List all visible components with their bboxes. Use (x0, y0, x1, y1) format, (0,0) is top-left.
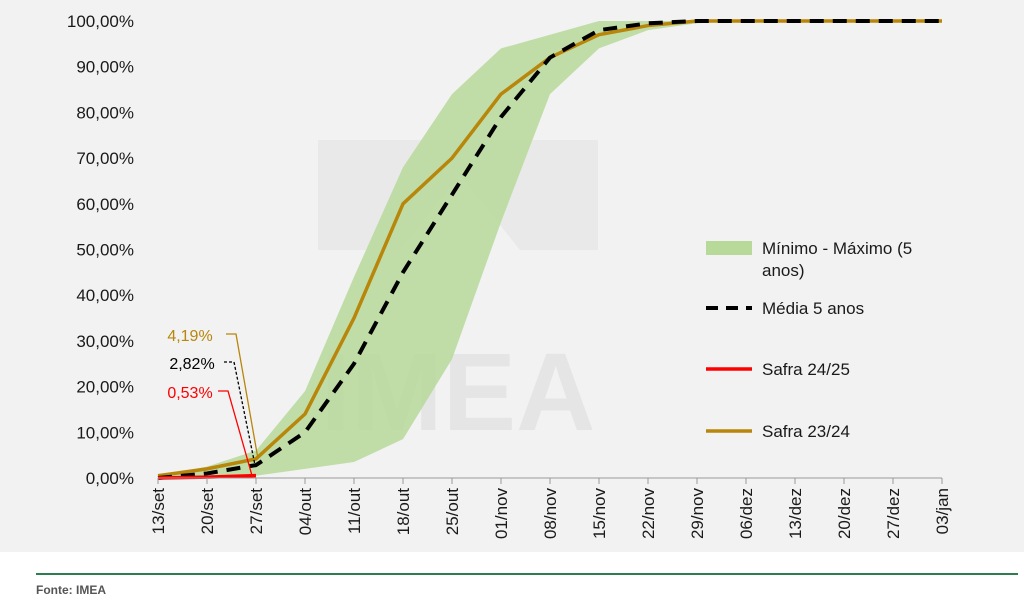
x-tick-label: 20/dez (835, 488, 854, 539)
annotation-leader-safra-23-24 (226, 333, 259, 459)
x-tick-label: 27/set (247, 488, 266, 535)
y-tick-label: 70,00% (76, 149, 134, 168)
y-tick-label: 90,00% (76, 58, 134, 77)
x-tick-label: 13/set (149, 488, 168, 535)
x-tick-label: 06/dez (737, 488, 756, 539)
y-tick-label: 50,00% (76, 241, 134, 260)
y-tick-label: 10,00% (76, 423, 134, 442)
legend-label-safra-24-25: Safra 24/25 (762, 360, 850, 379)
y-axis: 0,00% 10,00% 20,00% 30,00% 40,00% 50,00% 60,00… (67, 12, 134, 488)
annotation-label-media-5-anos: 2,82% (169, 356, 214, 373)
annotation-leader-media-5-anos (224, 361, 256, 466)
y-tick-label: 80,00% (76, 103, 134, 122)
x-tick-label: 22/nov (639, 488, 658, 540)
legend-label-minimo-maximo-5-anos: anos) (762, 261, 805, 280)
x-tick-label: 20/set (198, 488, 217, 535)
series-line-media-5-anos (157, 19, 942, 480)
annotations: 4,19% 2,82% 0,53% (167, 328, 259, 476)
legend: Mínimo - Máximo (5 anos) Média 5 anos Safra… (706, 239, 912, 441)
x-tick-label: 11/out (345, 488, 364, 534)
line-chart: IMEA 0,00%10,00%20,00%30,00%40,00%50,00%… (67, 12, 952, 540)
annotation-leader-safra-24-25 (218, 390, 253, 476)
y-tick-label: 20,00% (76, 378, 134, 397)
legend-label-safra-23-24: Safra 23/24 (762, 422, 850, 441)
footer-divider (36, 573, 1018, 575)
x-tick-label: 15/nov (590, 488, 609, 540)
x-tick-label: 13/dez (786, 488, 805, 539)
x-tick-label: 03/jan (933, 488, 952, 534)
chart-panel: IMEA 0,00% 10,00% 20,00% 30,00% 40,00% 50,00%… (0, 0, 1024, 552)
annotation-label-safra-24-25: 0,53% (167, 385, 212, 402)
x-tick-label: 18/out (394, 488, 413, 536)
y-tick-label: 30,00% (76, 332, 134, 351)
x-tick-label: 29/nov (688, 488, 707, 540)
source-note: Fonte: IMEA (36, 583, 106, 597)
x-axis: 13/set 20/set 27/set 04/out 11/out 18/out 25/o… (149, 477, 952, 540)
y-tick-label: 60,00% (76, 195, 134, 214)
y-tick-label: 40,00% (76, 286, 134, 305)
legend-label-media-5-anos: Média 5 anos (762, 299, 864, 318)
x-tick-label: 08/nov (541, 488, 560, 540)
y-tick-label: 100,00% (67, 12, 134, 31)
x-tick-label: 04/out (296, 488, 315, 536)
legend-swatch-minimo-maximo-5-anos (706, 241, 752, 255)
legend-label-minimo-maximo-5-anos: Mínimo - Máximo (5 (762, 239, 912, 258)
x-tick-label: 27/dez (884, 488, 903, 539)
x-tick-label: 25/out (443, 488, 462, 536)
y-tick-label: 0,00% (86, 469, 134, 488)
x-tick-label: 01/nov (492, 488, 511, 540)
annotation-label-safra-23-24: 4,19% (167, 328, 212, 345)
